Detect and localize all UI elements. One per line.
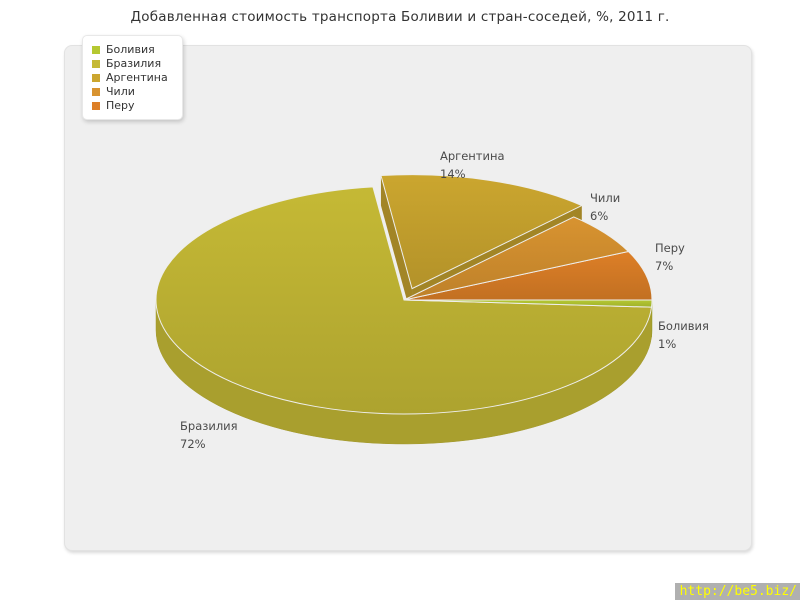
slice-label-name: Чили — [590, 191, 621, 205]
slice-label-Аргентина: Аргентина 14% — [440, 147, 505, 183]
legend-item-Аргентина: Аргентина — [92, 71, 168, 84]
legend-item-Бразилия: Бразилия — [92, 57, 168, 70]
slice-label-Боливия: Боливия 1% — [658, 317, 709, 353]
slice-label-value: 1% — [658, 337, 677, 351]
pie-slice-Чили — [403, 216, 630, 301]
legend: Боливия Бразилия Аргентина Чили Перу — [82, 35, 183, 120]
chart-title: Добавленная стоимость транспорта Боливии… — [130, 9, 670, 25]
slice-label-Бразилия: Бразилия 72% — [180, 417, 238, 453]
slice-label-name: Боливия — [658, 319, 709, 333]
slice-label-value: 7% — [655, 259, 674, 273]
legend-label: Бразилия — [106, 57, 162, 70]
slice-label-value: 6% — [590, 209, 609, 223]
legend-label: Чили — [106, 85, 135, 98]
legend-label: Перу — [106, 99, 135, 112]
slice-label-name: Бразилия — [180, 419, 238, 433]
pie-cut-face-Аргентина — [380, 175, 413, 319]
slice-label-name: Аргентина — [440, 149, 505, 163]
legend-swatch — [92, 45, 100, 54]
legend-item-Перу: Перу — [92, 99, 168, 112]
legend-swatch — [92, 87, 100, 96]
watermark-link[interactable]: http://be5.biz/ — [674, 583, 800, 600]
legend-label: Боливия — [106, 43, 155, 56]
legend-item-Чили: Чили — [92, 85, 168, 98]
slice-label-name: Перу — [655, 241, 685, 255]
slice-label-Чили: Чили 6% — [590, 189, 620, 225]
slice-label-Перу: Перу 7% — [655, 239, 685, 275]
slice-label-value: 14% — [440, 167, 466, 181]
legend-item-Боливия: Боливия — [92, 43, 168, 56]
legend-swatch — [92, 73, 100, 82]
legend-swatch — [92, 101, 100, 110]
pie-slice-Бразилия — [155, 186, 653, 415]
slice-label-value: 72% — [180, 437, 206, 451]
pie-slice-Аргентина — [380, 174, 583, 290]
pie-slice-Боливия — [403, 299, 653, 308]
pie-slice-Перу — [403, 250, 653, 301]
legend-swatch — [92, 59, 100, 68]
legend-label: Аргентина — [106, 71, 168, 84]
